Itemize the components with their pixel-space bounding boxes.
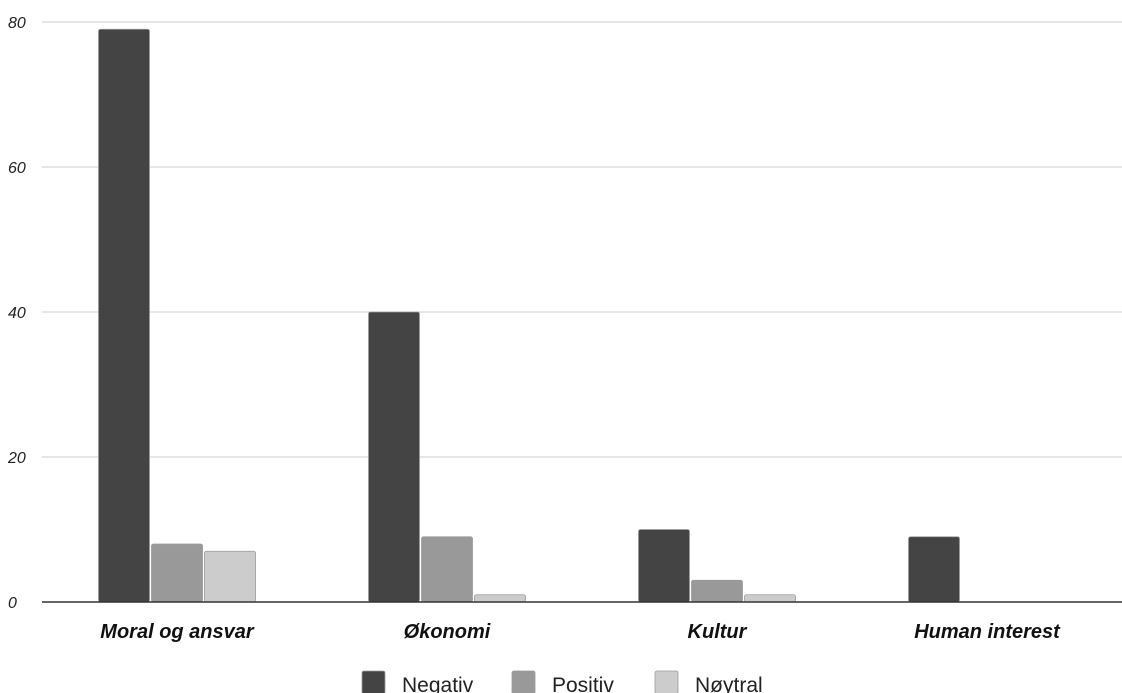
bar-negativ-3 — [908, 536, 960, 603]
gridlines — [42, 21, 1122, 458]
bar-positiv-0 — [151, 543, 203, 603]
y-tick-label: 40 — [8, 305, 26, 322]
x-category-label: Moral og ansvar — [100, 621, 255, 643]
legend-label: Nøytral — [695, 674, 763, 693]
legend-swatch-1 — [511, 670, 536, 693]
legend-label: Positiv — [552, 674, 614, 693]
bar-nøytral-1 — [474, 594, 526, 603]
bar-positiv-2 — [691, 579, 743, 603]
y-tick-label: 60 — [8, 160, 26, 177]
bar-negativ-2 — [638, 529, 690, 603]
bar-nøytral-0 — [204, 550, 256, 603]
y-tick-label: 20 — [7, 450, 26, 467]
legend-swatch-2 — [654, 670, 679, 693]
y-tick-label: 80 — [8, 15, 26, 32]
bars — [98, 28, 960, 603]
x-axis-category-labels: Moral og ansvar Økonomi Kultur Human intere… — [100, 621, 1061, 643]
legend-swatch-0 — [361, 670, 386, 693]
y-axis-tick-labels: 0 20 40 60 80 — [7, 15, 26, 612]
x-category-label: Økonomi — [404, 621, 491, 643]
legend: Negativ Positiv Nøytral — [361, 670, 763, 693]
bar-nøytral-2 — [744, 594, 796, 603]
x-category-label: Kultur — [688, 621, 748, 643]
y-tick-label: 0 — [8, 595, 17, 612]
bar-negativ-1 — [368, 311, 420, 603]
legend-label: Negativ — [402, 674, 474, 693]
bar-positiv-1 — [421, 536, 473, 603]
bar-negativ-0 — [98, 28, 150, 603]
x-category-label: Human interest — [914, 621, 1061, 643]
